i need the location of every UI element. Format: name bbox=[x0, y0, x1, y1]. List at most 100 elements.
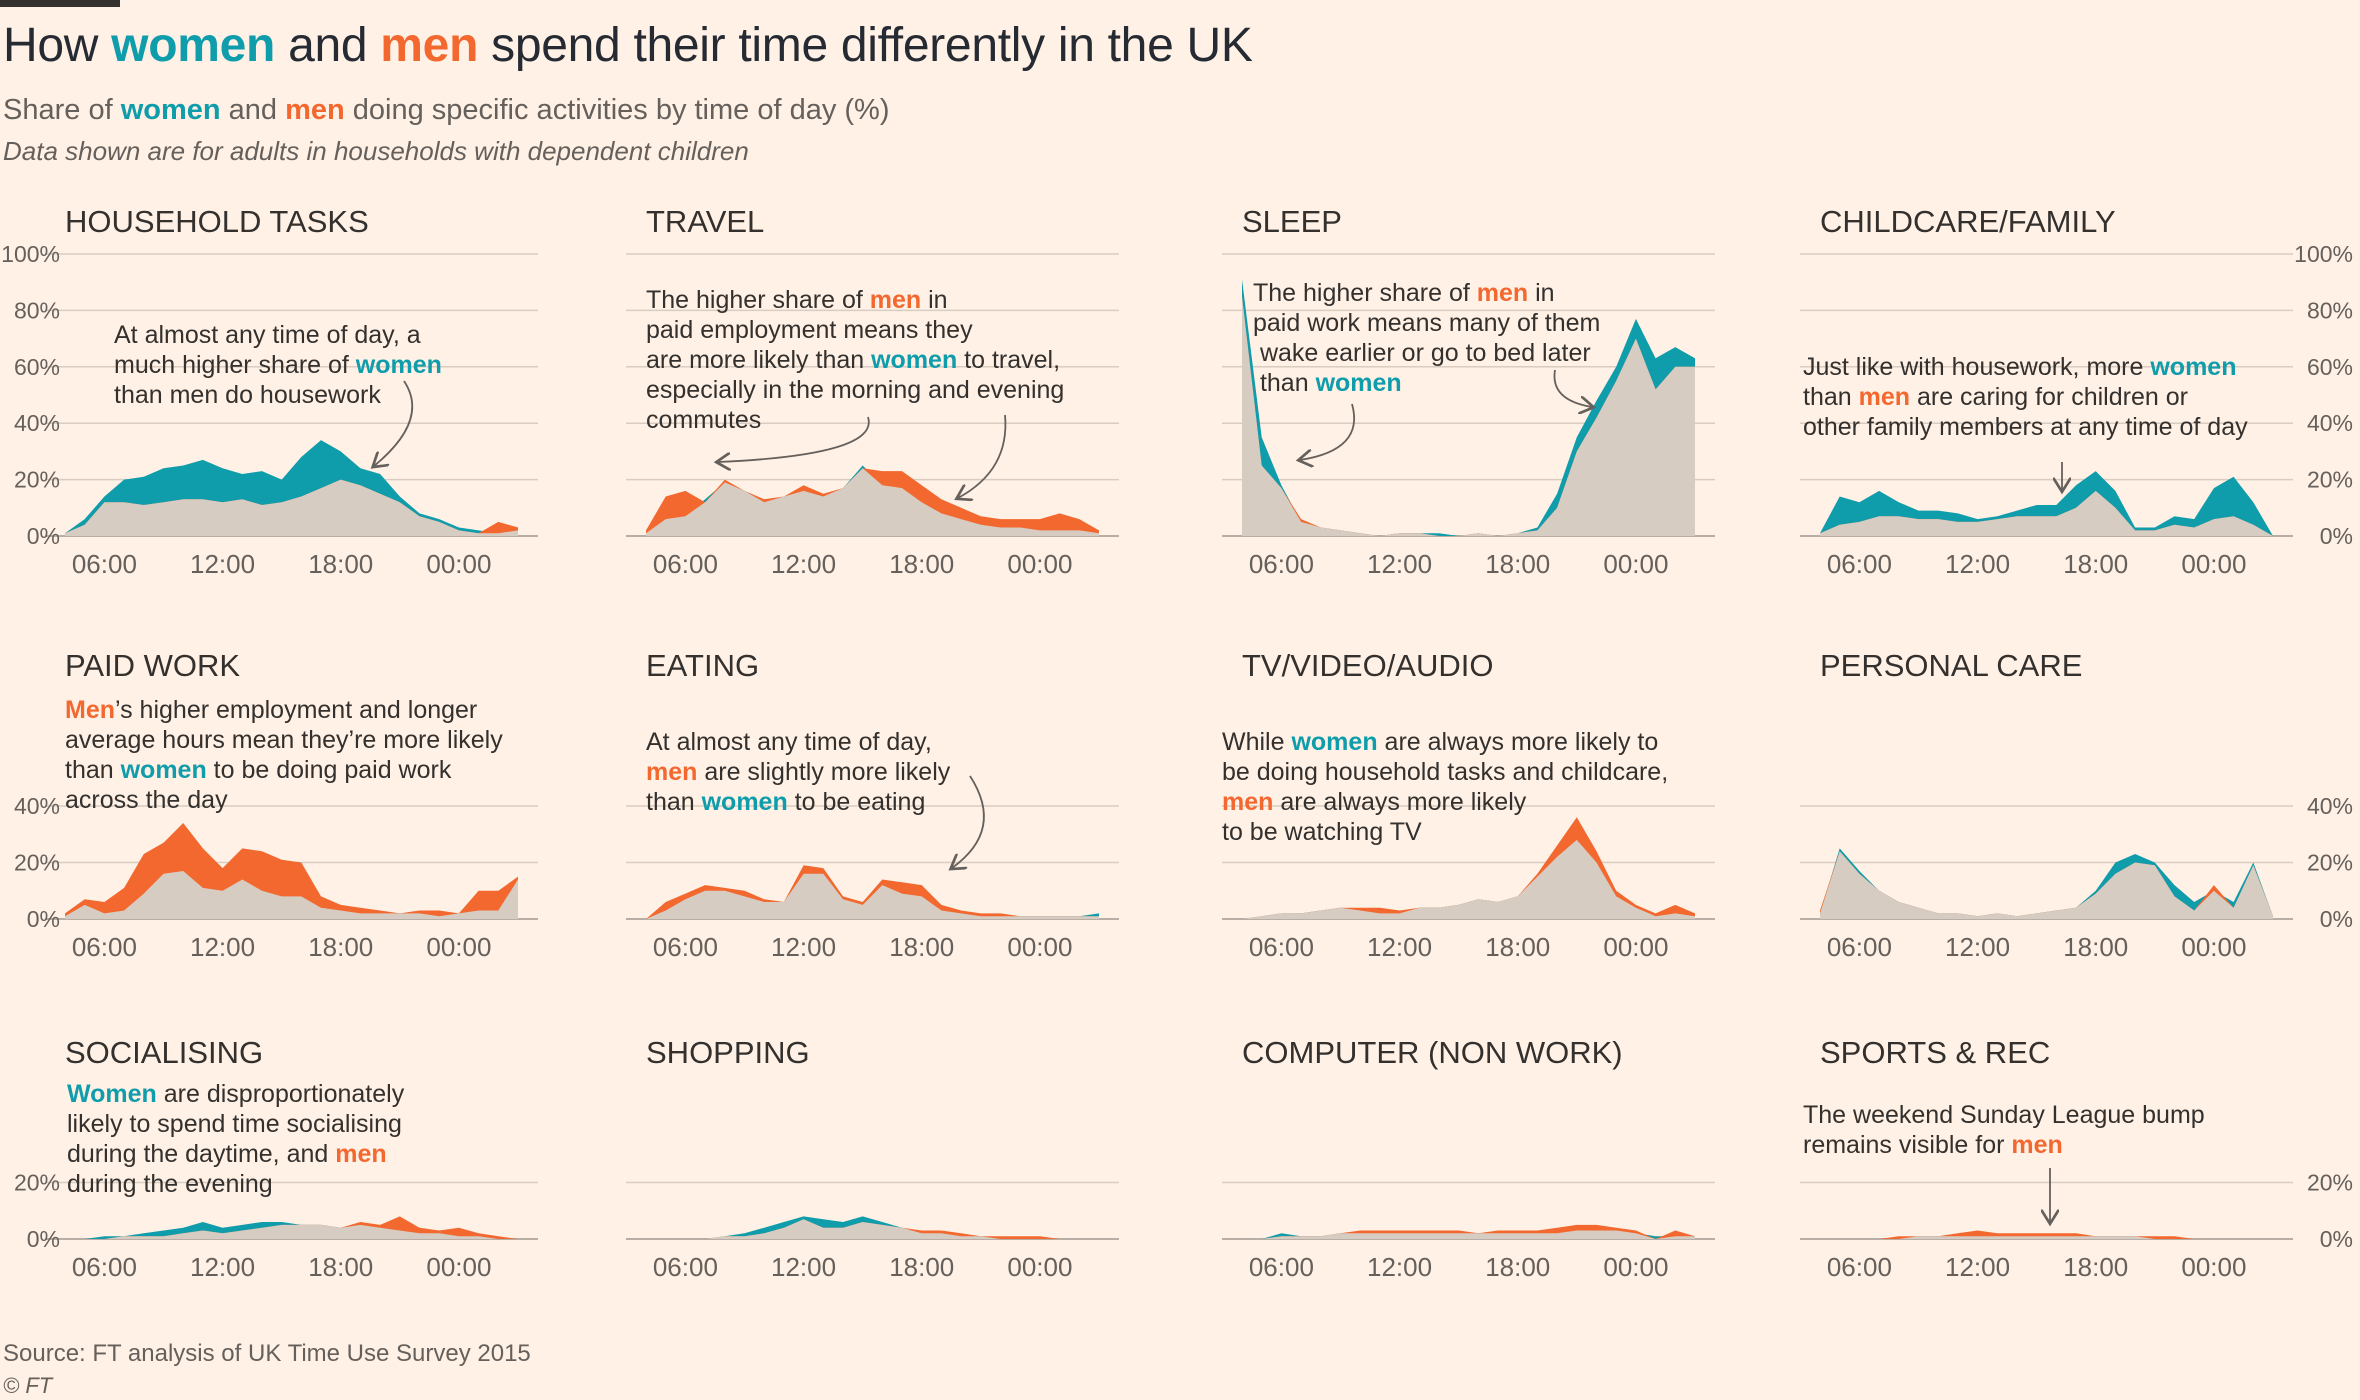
annotation-arrow bbox=[1300, 403, 1356, 460]
x-tick-label: 00:00 bbox=[2181, 549, 2246, 579]
overlap-area bbox=[1242, 296, 1695, 536]
x-tick-label: 06:00 bbox=[1249, 549, 1314, 579]
annotation-segment: At almost any time of day, a bbox=[114, 321, 421, 349]
y-tick-label: 40% bbox=[14, 410, 60, 436]
annotation-segment: in bbox=[1528, 279, 1554, 307]
panel-tv-video-audio: TV/VIDEO/AUDIO 06:00 12:00 18:00 00:00 While … bbox=[1222, 648, 1715, 962]
annotation-segment: than bbox=[1253, 369, 1316, 397]
annotation-segment: than men do housework bbox=[114, 381, 381, 409]
x-tick-label: 00:00 bbox=[1603, 1252, 1668, 1282]
x-tick-label: 12:00 bbox=[1945, 932, 2010, 962]
chart-subtitle: Share of women and men doing specific ac… bbox=[3, 94, 890, 126]
annotation-segment: women bbox=[2149, 353, 2236, 381]
annotation-segment: men bbox=[1222, 788, 1273, 816]
x-tick-label: 00:00 bbox=[1603, 932, 1668, 962]
annotation-segment: men bbox=[870, 286, 921, 314]
women-highlight: women bbox=[111, 19, 276, 72]
annotation-segment: are caring for children or bbox=[1910, 383, 2188, 411]
panel-title: EATING bbox=[646, 648, 759, 683]
annotation-arrow bbox=[374, 380, 413, 466]
annotation-segment: men bbox=[335, 1140, 386, 1168]
annotation-text: Men’s higher employment and longer averag… bbox=[65, 696, 503, 814]
annotation-segment: women bbox=[1315, 369, 1402, 397]
annotation-segment: commutes bbox=[646, 406, 761, 434]
annotation-segment: are disproportionately bbox=[157, 1080, 405, 1108]
x-tick-label: 12:00 bbox=[1367, 549, 1432, 579]
x-tick-label: 18:00 bbox=[308, 549, 373, 579]
annotation-segment: especially in the morning and evening bbox=[646, 376, 1064, 404]
source-note: Source: FT analysis of UK Time Use Surve… bbox=[3, 1340, 531, 1367]
panel-title: CHILDCARE/FAMILY bbox=[1820, 204, 2116, 239]
y-tick-label: 0% bbox=[2320, 1226, 2353, 1252]
annotation-segment: paid work means many of them bbox=[1253, 309, 1600, 337]
x-tick-label: 18:00 bbox=[308, 1252, 373, 1282]
x-tick-label: 12:00 bbox=[190, 932, 255, 962]
x-tick-label: 06:00 bbox=[1249, 1252, 1314, 1282]
annotation-segment: men bbox=[2011, 1131, 2062, 1159]
x-tick-label: 00:00 bbox=[1007, 1252, 1072, 1282]
overlap-area bbox=[1242, 1230, 1695, 1239]
y-tick-label: 20% bbox=[2307, 1170, 2353, 1196]
panel-eating: EATING 06:00 12:00 18:00 00:00 At almost any … bbox=[626, 648, 1119, 962]
x-tick-label: 18:00 bbox=[889, 1252, 954, 1282]
annotation-segment: remains visible for bbox=[1803, 1131, 2011, 1159]
annotation-segment: than bbox=[646, 788, 702, 816]
annotation-segment: women bbox=[1290, 728, 1377, 756]
x-tick-label: 18:00 bbox=[1485, 549, 1550, 579]
panel-computer-non-work: COMPUTER (NON WORK) 06:00 12:00 18:00 00:00 bbox=[1222, 1035, 1715, 1282]
annotation-segment: The higher share of bbox=[1253, 279, 1477, 307]
y-tick-label: 40% bbox=[2307, 793, 2353, 819]
panel-title: COMPUTER (NON WORK) bbox=[1242, 1035, 1623, 1070]
overlap-area bbox=[1820, 851, 2273, 919]
x-tick-label: 06:00 bbox=[1827, 1252, 1892, 1282]
annotation-arrow bbox=[958, 414, 1007, 498]
y-tick-label: 0% bbox=[27, 1226, 60, 1252]
annotation-segment: are always more likely to bbox=[1378, 728, 1659, 756]
annotation-segment: to be watching TV bbox=[1222, 818, 1422, 846]
annotation-segment: women bbox=[701, 788, 788, 816]
x-tick-label: 18:00 bbox=[889, 932, 954, 962]
x-tick-label: 06:00 bbox=[72, 549, 137, 579]
x-tick-label: 12:00 bbox=[1367, 932, 1432, 962]
x-tick-label: 18:00 bbox=[308, 932, 373, 962]
x-tick-label: 18:00 bbox=[2063, 1252, 2128, 1282]
annotation-segment: women bbox=[870, 346, 957, 374]
panel-sports-rec: SPORTS & REC 20% 0% 06:00 12:00 18:00 00:00 The… bbox=[1800, 1035, 2353, 1282]
annotation-segment: Women bbox=[67, 1080, 157, 1108]
y-tick-label: 40% bbox=[2307, 410, 2353, 436]
annotation-segment: average hours mean they’re more likely bbox=[65, 726, 503, 754]
x-tick-label: 06:00 bbox=[1827, 932, 1892, 962]
annotation-text: The higher share of men in paid work mean… bbox=[1253, 279, 1600, 397]
panel-childcare-family: CHILDCARE/FAMILY 100% 80% 60% 40% 20% 0% 06:00 1… bbox=[1800, 204, 2353, 579]
annotation-text: At almost any time of day, a much higher … bbox=[114, 321, 442, 409]
panel-personal-care: PERSONAL CARE 40% 20% 0% 06:00 12:00 18:00 00:0… bbox=[1800, 648, 2353, 962]
women-highlight: women bbox=[120, 94, 221, 126]
annotation-segment: are more likely than bbox=[646, 346, 871, 374]
x-tick-label: 18:00 bbox=[1485, 1252, 1550, 1282]
overlap-area bbox=[65, 1224, 518, 1239]
x-tick-label: 18:00 bbox=[2063, 549, 2128, 579]
x-tick-label: 00:00 bbox=[1007, 549, 1072, 579]
x-tick-label: 12:00 bbox=[1945, 1252, 2010, 1282]
panel-title: HOUSEHOLD TASKS bbox=[65, 204, 369, 239]
annotation-text: At almost any time of day, men are slight… bbox=[646, 728, 951, 816]
annotation-segment: The higher share of bbox=[646, 286, 870, 314]
y-tick-label: 60% bbox=[14, 354, 60, 380]
annotation-segment: than bbox=[1803, 383, 1859, 411]
annotation-segment: to be doing paid work bbox=[207, 756, 452, 784]
x-tick-label: 12:00 bbox=[771, 932, 836, 962]
annotation-text: Just like with housework, more women than… bbox=[1803, 353, 2248, 441]
men-highlight: men bbox=[285, 94, 345, 126]
ft-top-bar bbox=[0, 0, 120, 7]
x-tick-label: 18:00 bbox=[2063, 932, 2128, 962]
annotation-arrow bbox=[952, 775, 985, 868]
y-tick-label: 20% bbox=[2307, 467, 2353, 493]
annotation-segment: men bbox=[1477, 279, 1528, 307]
x-tick-label: 00:00 bbox=[1603, 549, 1668, 579]
annotation-text: While women are always more likely to be … bbox=[1222, 728, 1668, 846]
copyright: © FT bbox=[3, 1373, 53, 1398]
y-tick-label: 80% bbox=[14, 297, 60, 323]
x-tick-label: 00:00 bbox=[426, 932, 491, 962]
chart-note: Data shown are for adults in households … bbox=[3, 136, 749, 166]
